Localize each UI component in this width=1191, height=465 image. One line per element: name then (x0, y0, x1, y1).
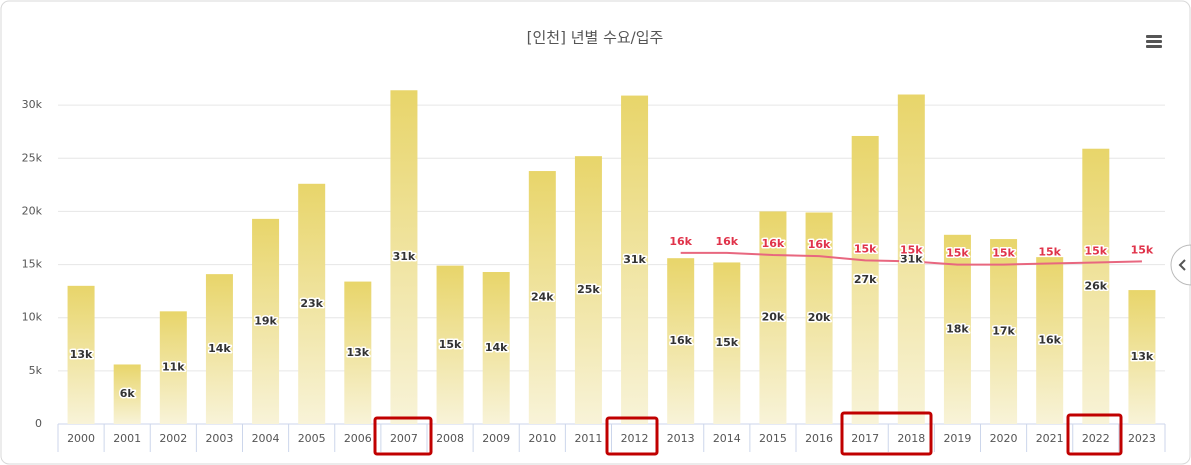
data-label: 15k (854, 242, 877, 255)
x-tick-label: 2012 (621, 432, 649, 445)
bar (759, 211, 787, 424)
data-label: 15k (716, 336, 739, 349)
x-tick-label: 2011 (574, 432, 602, 445)
data-label: 16k (669, 334, 692, 347)
data-label: 16k (762, 237, 785, 250)
data-label: 15k (1038, 246, 1061, 259)
data-label: 14k (208, 342, 231, 355)
data-label: 15k (992, 247, 1015, 260)
y-tick-label: 30k (22, 98, 43, 111)
highlight-boxes (373, 411, 1123, 456)
data-label: 11k (162, 361, 185, 374)
y-tick-label: 20k (22, 204, 43, 217)
x-tick-label: 2020 (990, 432, 1018, 445)
data-label: 20k (762, 311, 785, 324)
data-label: 25k (577, 283, 600, 296)
bar (390, 90, 418, 425)
y-tick-label: 10k (22, 311, 43, 324)
data-label: 19k (254, 314, 277, 327)
bar (713, 262, 741, 424)
x-tick-label: 2014 (713, 432, 741, 445)
x-tick-label: 2018 (897, 432, 925, 445)
x-tick-label: 2009 (482, 432, 510, 445)
data-label: 31k (623, 253, 646, 266)
data-label: 16k (716, 235, 739, 248)
data-label: 17k (992, 325, 1015, 338)
x-tick-label: 2016 (805, 432, 833, 445)
y-tick-label: 0 (35, 417, 42, 430)
data-label: 18k (946, 322, 969, 335)
bar (252, 218, 280, 424)
side-tab[interactable] (1170, 244, 1191, 286)
x-tick-label: 2004 (252, 432, 280, 445)
x-tick-label: 2023 (1128, 432, 1156, 445)
bar (528, 171, 556, 424)
data-label: 20k (808, 311, 831, 324)
bar (436, 265, 464, 424)
bar (851, 135, 879, 425)
data-label: 15k (1131, 243, 1154, 256)
bar (943, 234, 971, 424)
bar (1128, 290, 1156, 424)
data-label: 13k (1131, 350, 1154, 363)
data-label: 16k (1038, 334, 1061, 347)
data-label: 15k (900, 243, 923, 256)
x-tick-label: 2015 (759, 432, 787, 445)
data-label: 31k (900, 252, 923, 265)
x-tick-label: 2010 (528, 432, 556, 445)
bar (344, 281, 372, 424)
data-label: 13k (347, 346, 370, 359)
x-tick-label: 2019 (943, 432, 971, 445)
data-label: 6k (120, 387, 136, 400)
x-tick-label: 2000 (67, 432, 95, 445)
bar (667, 258, 695, 424)
bar (113, 364, 141, 424)
data-label: 14k (485, 341, 508, 354)
x-tick-label: 2007 (390, 432, 418, 445)
bar (298, 183, 326, 424)
bar (897, 94, 925, 424)
bar (67, 285, 95, 424)
line (680, 251, 1142, 266)
data-label: 23k (300, 297, 323, 310)
bar (205, 274, 233, 424)
data-label: 16k (669, 235, 692, 248)
x-tick-label: 2022 (1082, 432, 1110, 445)
bar (482, 272, 510, 424)
bar (1036, 257, 1064, 424)
chart-title: [인천] 년별 수요/입주 (527, 29, 664, 47)
y-tick-label: 15k (22, 258, 43, 271)
x-tick-label: 2002 (159, 432, 187, 445)
x-tick-label: 2017 (851, 432, 879, 445)
data-label: 31k (393, 250, 416, 263)
data-label: 13k (70, 348, 93, 361)
x-tick-label: 2021 (1036, 432, 1064, 445)
data-label: 26k (1085, 279, 1108, 292)
bar (1082, 148, 1110, 424)
x-tick-label: 2008 (436, 432, 464, 445)
data-label: 24k (531, 291, 554, 304)
bar (159, 311, 187, 424)
x-tick-label: 2001 (113, 432, 141, 445)
data-label: 27k (854, 273, 877, 286)
bar (805, 212, 833, 424)
x-tick-label: 2006 (344, 432, 372, 445)
y-tick-label: 25k (22, 151, 43, 164)
bar (621, 95, 649, 424)
x-tick-label: 2013 (667, 432, 695, 445)
bar (990, 239, 1018, 424)
menu-button[interactable] (1146, 35, 1162, 48)
data-label: 15k (439, 338, 462, 351)
x-tick-label: 2003 (205, 432, 233, 445)
x-tick-label: 2005 (298, 432, 326, 445)
data-label: 15k (946, 247, 969, 260)
bar (574, 156, 602, 424)
data-label: 15k (1085, 244, 1108, 257)
data-label: 16k (808, 238, 831, 251)
y-tick-label: 5k (29, 364, 43, 377)
